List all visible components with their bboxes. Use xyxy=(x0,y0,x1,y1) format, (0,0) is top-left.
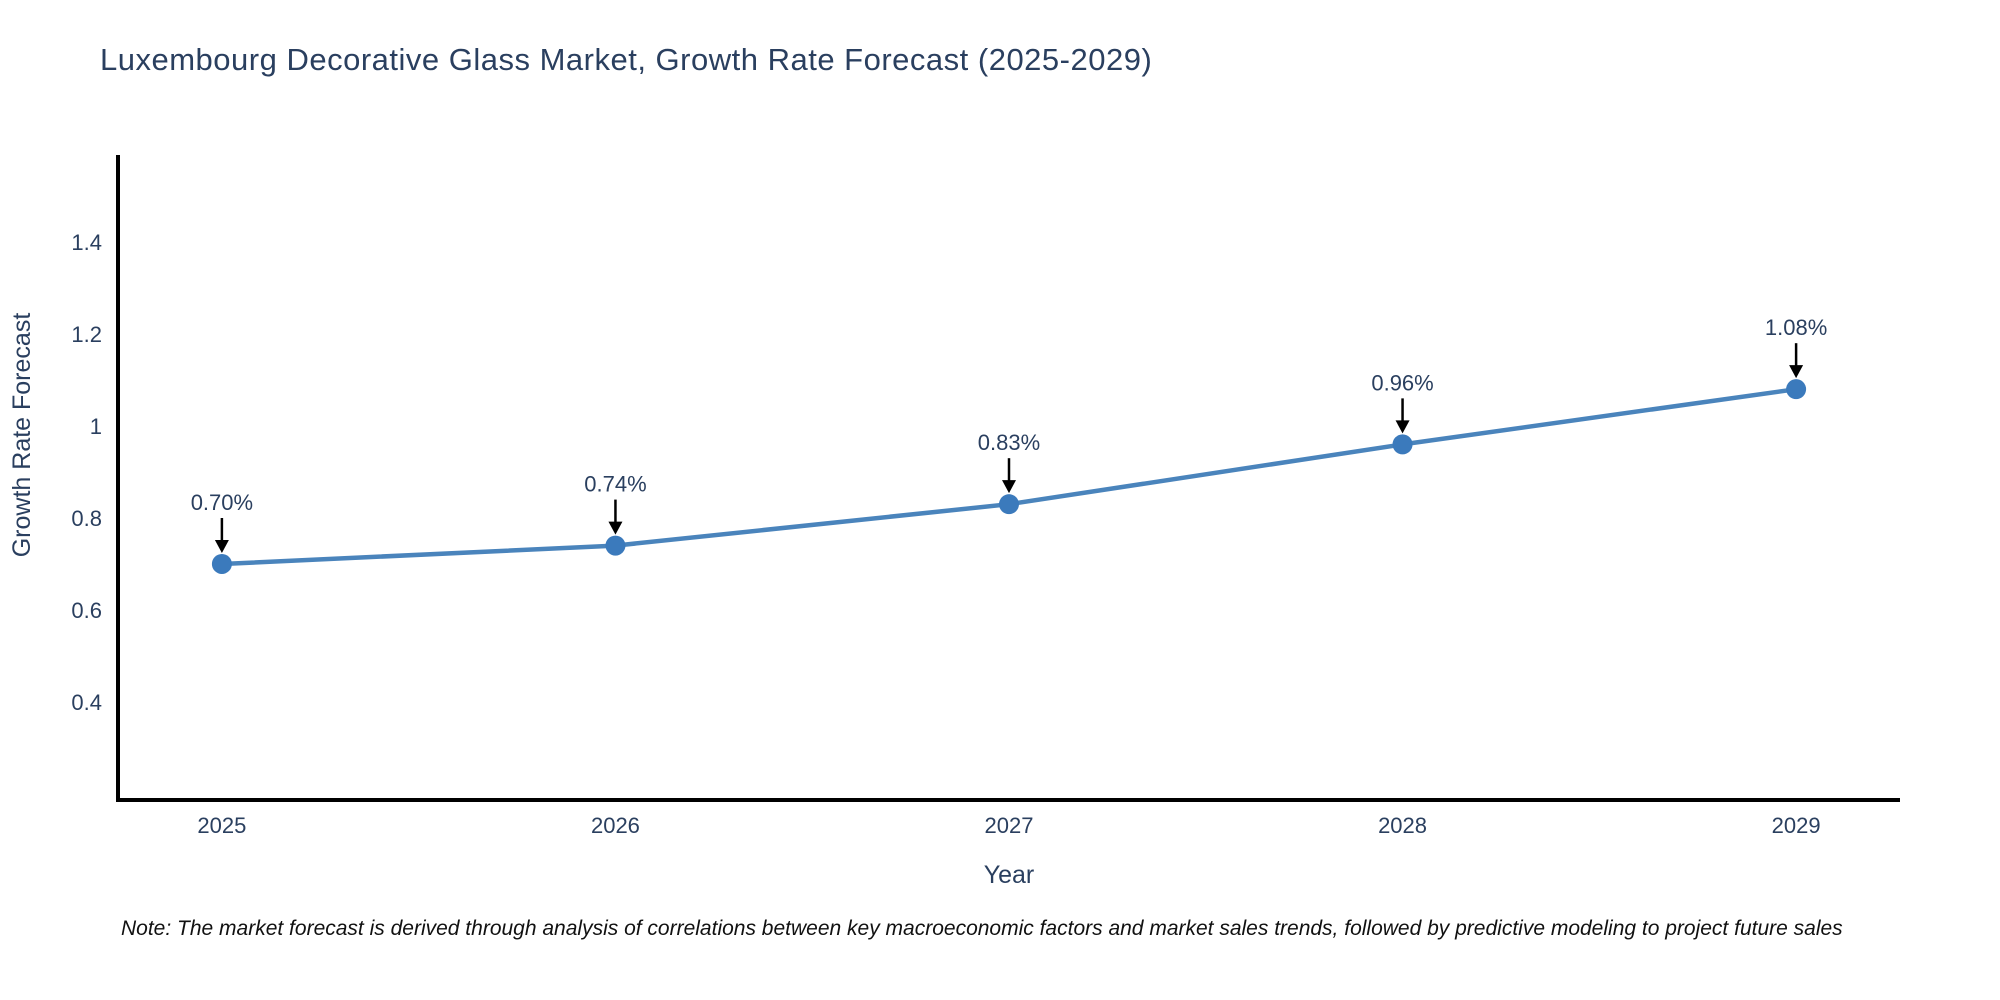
x-tick-label-2025: 2025 xyxy=(197,813,246,838)
annotation-arrowhead-2025 xyxy=(214,539,229,553)
x-tick-label-2028: 2028 xyxy=(1378,813,1427,838)
y-tick-label-1.2: 1.2 xyxy=(71,322,102,347)
data-point-2025[interactable] xyxy=(211,553,232,574)
annotation-label-2029: 1.08% xyxy=(1765,315,1827,340)
data-point-2026[interactable] xyxy=(605,535,626,556)
annotation-label-2025: 0.70% xyxy=(191,490,253,515)
data-point-2027[interactable] xyxy=(999,494,1019,515)
x-tick-label-2026: 2026 xyxy=(591,813,640,838)
annotation-label-2027: 0.83% xyxy=(978,430,1040,455)
y-tick-label-1: 1 xyxy=(90,414,102,439)
data-point-2028[interactable] xyxy=(1392,434,1413,455)
y-tick-label-0.6: 0.6 xyxy=(71,598,102,623)
annotation-arrowhead-2029 xyxy=(1789,365,1804,379)
annotation-arrowhead-2026 xyxy=(608,521,623,535)
y-tick-label-0.8: 0.8 xyxy=(71,506,102,531)
x-tick-label-2029: 2029 xyxy=(1772,813,1821,838)
x-axis-title: Year xyxy=(984,861,1035,889)
y-axis-title: Growth Rate Forecast xyxy=(8,313,36,558)
annotation-arrowhead-2028 xyxy=(1395,420,1410,434)
annotation-label-2026: 0.74% xyxy=(584,472,646,497)
y-tick-label-1.4: 1.4 xyxy=(71,230,102,255)
footnote: Note: The market forecast is derived thr… xyxy=(121,917,1843,940)
chart-title: Luxembourg Decorative Glass Market, Grow… xyxy=(100,42,1153,77)
y-tick-label-0.4: 0.4 xyxy=(71,690,102,715)
data-point-2029[interactable] xyxy=(1786,379,1807,400)
annotation-label-2028: 0.96% xyxy=(1371,370,1433,395)
annotation-arrowhead-2027 xyxy=(1002,480,1016,494)
x-tick-label-2027: 2027 xyxy=(985,813,1034,838)
